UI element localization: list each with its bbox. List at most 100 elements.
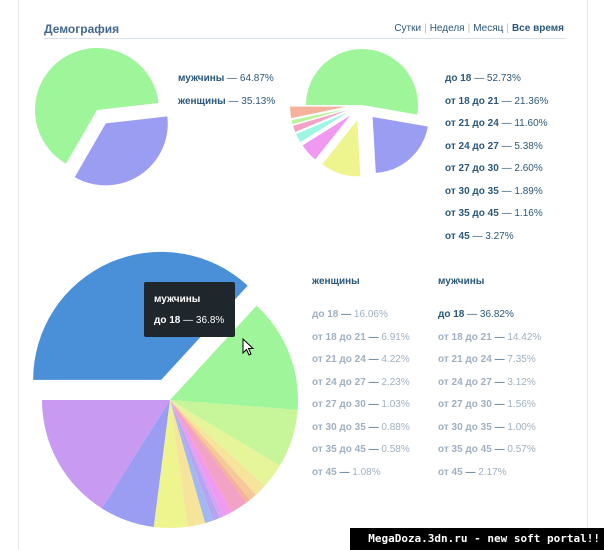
legend-value: 1.03% bbox=[381, 399, 410, 410]
legend-label: от 27 до 30 bbox=[438, 399, 492, 410]
legend-entry: от 24 до 27 — 3.12% bbox=[438, 376, 536, 388]
legend-label: от 27 до 30 bbox=[445, 163, 499, 174]
watermark: MegaDoza.3dn.ru - new soft portal!! bbox=[350, 528, 604, 550]
age-pie-slice[interactable] bbox=[372, 116, 428, 173]
legend-label: от 35 до 45 bbox=[438, 444, 492, 455]
legend-value: 7.35% bbox=[507, 354, 536, 365]
age-pie-slice[interactable] bbox=[296, 112, 348, 143]
legend-value: 2.60% bbox=[514, 163, 543, 174]
legend-label: от 35 до 45 bbox=[312, 444, 366, 455]
age-gender-pie-slice[interactable] bbox=[170, 400, 220, 521]
legend-label: от 18 до 21 bbox=[312, 331, 366, 343]
tooltip-series: мужчины bbox=[154, 294, 201, 305]
demography-header: Демография Сутки | Неделя | Месяц | Все время bbox=[44, 14, 566, 39]
legend-label: от 30 до 35 bbox=[312, 421, 366, 433]
legend-label: от 18 до 21 bbox=[438, 331, 492, 343]
legend-entry: до 18 — 16.06% bbox=[312, 309, 388, 320]
legend-entry: от 27 до 30 — 1.03% bbox=[312, 399, 410, 410]
legend-value: 1.00% bbox=[507, 421, 536, 433]
gender-pie-slice[interactable] bbox=[35, 48, 159, 164]
period-all-time[interactable]: Все время bbox=[511, 23, 564, 34]
age-gender-pie-slice[interactable] bbox=[101, 400, 170, 527]
legend-entry: до 18 — 36.82% bbox=[438, 309, 514, 320]
period-week[interactable]: Неделя bbox=[429, 23, 465, 34]
legend-value: 21.36% bbox=[514, 95, 549, 107]
legend-entry: до 18 — 52.73% bbox=[445, 73, 521, 84]
legend-entry: женщины — 35.13% bbox=[178, 95, 276, 107]
age-gender-pie-slice[interactable] bbox=[170, 400, 257, 500]
legend-label: от 27 до 30 bbox=[312, 399, 366, 410]
age-pie-slice[interactable] bbox=[291, 108, 347, 125]
legend-value: 2.17% bbox=[478, 466, 507, 478]
legend-value: 1.89% bbox=[514, 185, 543, 197]
legend-entry: от 21 до 24 — 7.35% bbox=[438, 354, 536, 365]
legend-value: 5.38% bbox=[514, 140, 543, 152]
age-legend: до 18 — 52.73% от 18 до 21 — 21.36% от 21 … bbox=[445, 73, 548, 253]
legend-entry: от 30 до 35 — 1.89% bbox=[445, 185, 543, 197]
legend-entry: от 18 до 21 — 6.91% bbox=[312, 331, 410, 343]
legend-value: 3.12% bbox=[507, 376, 536, 388]
legend-entry: от 18 до 21 — 14.42% bbox=[438, 331, 542, 343]
legend-entry: от 45 — 3.27% bbox=[445, 230, 514, 242]
age-gender-pie-slice[interactable] bbox=[170, 400, 298, 466]
women-age-legend: до 18 — 16.06% от 18 до 21 — 6.91% от 21 д… bbox=[312, 309, 410, 489]
tooltip-value: 36.8% bbox=[195, 315, 225, 326]
legend-entry: от 27 до 30 — 2.60% bbox=[445, 163, 543, 174]
age-pie-slice[interactable] bbox=[293, 110, 347, 132]
legend-label: от 24 до 27 bbox=[445, 140, 499, 152]
period-month[interactable]: Месяц bbox=[473, 23, 504, 34]
legend-label: от 21 до 24 bbox=[312, 354, 366, 365]
age-gender-pie-slice[interactable] bbox=[170, 400, 213, 524]
legend-label: от 45 bbox=[438, 466, 463, 478]
legend-value: 14.42% bbox=[507, 331, 542, 343]
mouse-cursor-icon bbox=[242, 338, 255, 356]
tooltip-label: до 18 bbox=[154, 315, 181, 326]
legend-value: 36.82% bbox=[479, 309, 514, 320]
legend-label: от 30 до 35 bbox=[445, 185, 499, 197]
age-pie-slice[interactable] bbox=[322, 120, 361, 177]
age-pie-slice[interactable] bbox=[290, 106, 347, 119]
legend-entry: от 35 до 45 — 0.57% bbox=[438, 444, 536, 455]
legend-entry: от 18 до 21 — 21.36% bbox=[445, 95, 549, 107]
legend-value: 6.91% bbox=[381, 331, 410, 343]
legend-value: 2.23% bbox=[381, 376, 410, 388]
age-gender-pie-slice[interactable] bbox=[170, 400, 250, 503]
legend-entry: от 24 до 27 — 2.23% bbox=[312, 376, 410, 388]
age-pie-slice[interactable] bbox=[302, 115, 351, 160]
age-gender-pie-slice[interactable] bbox=[170, 400, 265, 495]
legend-value: 35.13% bbox=[241, 95, 276, 107]
legend-entry: от 45 — 1.08% bbox=[312, 466, 381, 478]
legend-value: 0.58% bbox=[381, 444, 410, 455]
men-age-legend: до 18 — 36.82% от 18 до 21 — 14.42% от 21 … bbox=[438, 309, 541, 489]
legend-entry: от 30 до 35 — 0.88% bbox=[312, 421, 410, 433]
age-gender-pie-slice[interactable] bbox=[170, 400, 232, 517]
women-column-header: женщины bbox=[312, 276, 360, 287]
age-gender-pie-slice[interactable] bbox=[170, 400, 247, 513]
legend-label: от 21 до 24 bbox=[438, 354, 492, 365]
age-gender-pie-slice[interactable] bbox=[153, 400, 188, 528]
legend-label: от 30 до 35 bbox=[438, 421, 492, 433]
legend-entry: от 45 — 2.17% bbox=[438, 466, 507, 478]
age-gender-pie-slice[interactable] bbox=[170, 400, 224, 519]
page-title: Демография bbox=[44, 22, 120, 36]
legend-label: от 18 до 21 bbox=[445, 95, 499, 107]
period-day[interactable]: Сутки bbox=[394, 23, 422, 34]
legend-label: от 35 до 45 bbox=[445, 208, 499, 219]
legend-entry: от 21 до 24 — 11.60% bbox=[445, 118, 548, 129]
legend-label: от 45 bbox=[312, 466, 337, 478]
age-pie-slice[interactable] bbox=[306, 49, 418, 115]
age-gender-pie-slice[interactable] bbox=[42, 400, 170, 509]
legend-entry: от 30 до 35 — 1.00% bbox=[438, 421, 536, 433]
age-gender-pie-slice[interactable] bbox=[170, 400, 206, 527]
legend-entry: от 35 до 45 — 0.58% bbox=[312, 444, 410, 455]
gender-pie-slice[interactable] bbox=[74, 116, 168, 186]
legend-value: 0.57% bbox=[507, 444, 536, 455]
age-gender-pie-slice[interactable] bbox=[170, 305, 298, 410]
age-gender-pie-slice[interactable] bbox=[170, 400, 280, 486]
legend-label: от 45 bbox=[445, 230, 470, 242]
legend-value: 0.88% bbox=[381, 421, 410, 433]
legend-value: 16.06% bbox=[353, 309, 388, 320]
legend-value: 52.73% bbox=[486, 73, 521, 84]
legend-label: от 24 до 27 bbox=[438, 376, 492, 388]
legend-value: 11.60% bbox=[514, 118, 548, 129]
